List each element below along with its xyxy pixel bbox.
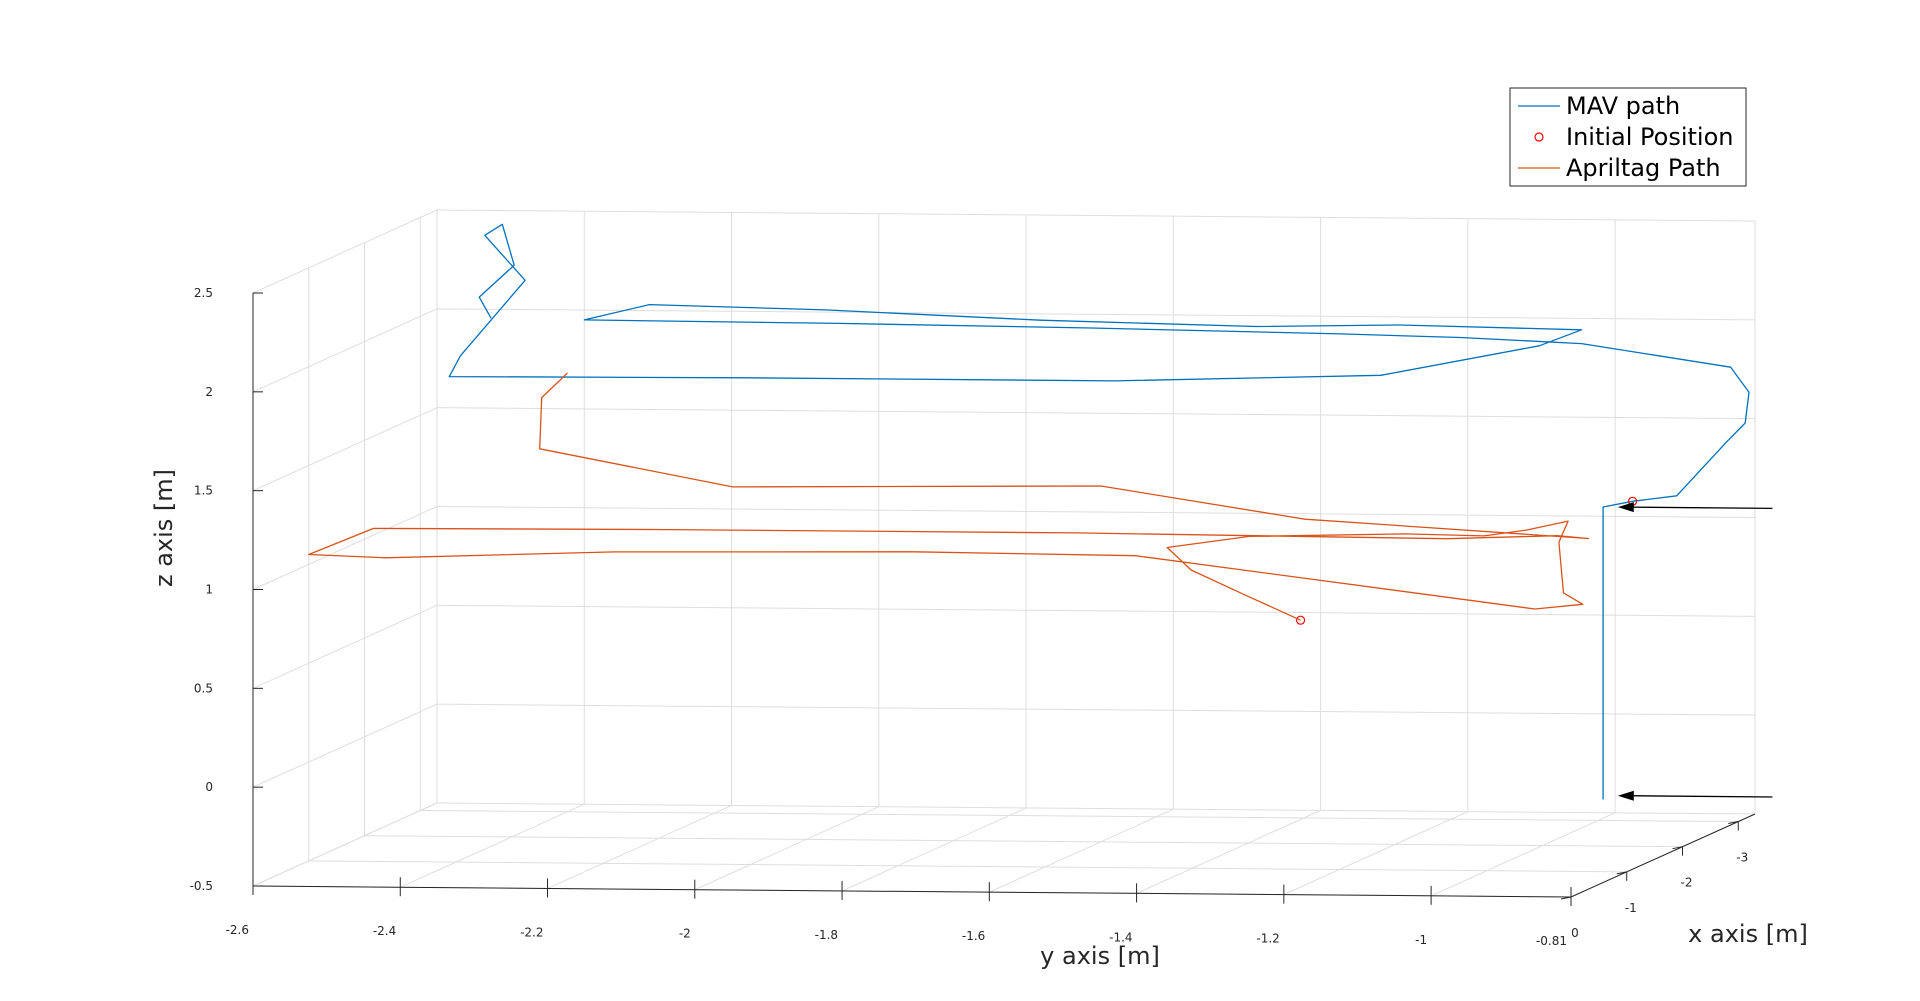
grid-line <box>436 802 1756 815</box>
y-axis-label: y axis [m] <box>1040 942 1160 970</box>
grid-line <box>252 308 438 393</box>
mav-path-line <box>448 223 1750 800</box>
y-tick-label: -2.6 <box>226 923 249 937</box>
grid-line <box>436 407 1756 420</box>
grid-line <box>252 407 438 492</box>
grid-line <box>989 808 1174 893</box>
grid-line <box>252 802 438 887</box>
grid-line <box>1136 809 1321 894</box>
grid-line <box>436 308 1756 321</box>
z-tick-label: 1 <box>205 583 213 597</box>
annotation-layer <box>1617 502 1773 801</box>
legend: MAV path Initial Position Apriltag Path <box>1509 87 1747 187</box>
x-tick-label: 0 <box>1571 926 1579 940</box>
z-tick-label: 2 <box>205 385 213 399</box>
legend-apriltag-label: Apriltag Path <box>1566 154 1721 182</box>
y-tick-label: -1.2 <box>1256 932 1279 946</box>
grid-line <box>1283 811 1469 896</box>
y-tick-label: -2 <box>679 927 691 941</box>
y-tick-label: -1.8 <box>815 928 838 942</box>
grid-line <box>308 860 1627 873</box>
grid-line <box>420 810 1739 823</box>
grid-line <box>252 506 438 590</box>
y-tick-label: -0.81 <box>1536 934 1567 948</box>
grid-line <box>252 209 438 294</box>
y-tick-label: -1 <box>1415 933 1427 947</box>
y-tick-label: -2.2 <box>520 925 543 939</box>
y-tick-label: -1.4 <box>1109 930 1132 944</box>
apriltag-path-line <box>308 372 1590 621</box>
legend-initial-label: Initial Position <box>1566 123 1733 151</box>
legend-box <box>1509 87 1747 187</box>
grid-line <box>436 604 1756 617</box>
grid-line <box>252 604 438 689</box>
arrow-shaft <box>1627 795 1773 798</box>
grid-line <box>1430 812 1616 897</box>
x-tick-label: -2 <box>1681 876 1693 890</box>
grid-line <box>547 805 732 889</box>
z-tick-label: 2.5 <box>194 286 213 300</box>
x-tick-label: -1 <box>1625 901 1637 915</box>
z-tick-label: 0 <box>205 780 213 794</box>
initial-position-marker <box>1295 615 1306 625</box>
x-tick-mark <box>1728 821 1739 825</box>
x-axis-line <box>1570 813 1756 898</box>
x-axis-label: x axis [m] <box>1688 920 1808 948</box>
grid-line <box>841 807 1027 892</box>
z-tick-label: 1.5 <box>194 484 213 498</box>
x-tick-mark <box>1616 871 1627 875</box>
grid-line <box>252 703 438 788</box>
grid-line <box>400 803 585 888</box>
z-tick-label: -0.5 <box>190 879 213 893</box>
z-axis-label: z axis [m] <box>150 469 178 587</box>
legend-initial-swatch <box>1534 132 1544 142</box>
z-tick-label: 0.5 <box>194 681 213 695</box>
grid-line <box>694 806 879 891</box>
x-tick-mark <box>1672 846 1683 850</box>
x-tick-mark <box>1560 896 1572 900</box>
grid-line <box>436 506 1756 518</box>
x-tick-label: -3 <box>1736 851 1748 865</box>
arrow-shaft <box>1627 506 1773 510</box>
axes-layer: -0.5 0 0.5 1 1.5 2 2.5 -2.6 -2.4 -2.2 -2 -1.8 -1.6 -1… <box>190 286 1756 948</box>
arrow-head <box>1617 502 1634 513</box>
grid-line <box>436 209 1756 222</box>
y-tick-label: -1.6 <box>962 929 985 943</box>
grid-line <box>364 835 1683 848</box>
y-tick-label: -2.4 <box>373 924 396 938</box>
y-axis-line <box>252 885 1572 898</box>
arrow-head <box>1617 790 1634 801</box>
grid-line <box>436 703 1756 716</box>
legend-mav-label: MAV path <box>1566 92 1680 120</box>
